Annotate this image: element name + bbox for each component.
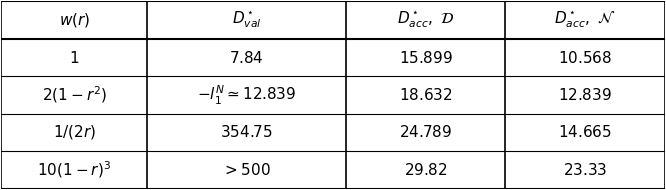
Text: $24.789$: $24.789$ — [400, 124, 452, 140]
Text: $14.665$: $14.665$ — [558, 124, 612, 140]
Text: $354.75$: $354.75$ — [220, 124, 273, 140]
Text: $-l_1^N \simeq 12.839$: $-l_1^N \simeq 12.839$ — [197, 83, 296, 107]
Text: $D^\star_{val}$: $D^\star_{val}$ — [232, 10, 262, 30]
Text: $D^\star_{acc},\ \mathcal{N}$: $D^\star_{acc},\ \mathcal{N}$ — [554, 10, 616, 30]
Text: $29.82$: $29.82$ — [404, 162, 448, 178]
Text: $10.568$: $10.568$ — [558, 50, 612, 66]
Text: $12.839$: $12.839$ — [558, 87, 612, 103]
Text: $1/(2r)$: $1/(2r)$ — [53, 124, 96, 141]
Text: $7.84$: $7.84$ — [230, 50, 264, 66]
Text: $23.33$: $23.33$ — [563, 162, 607, 178]
Text: $> 500$: $> 500$ — [222, 162, 271, 178]
Text: $2(1-r^2)$: $2(1-r^2)$ — [42, 85, 107, 105]
Text: $18.632$: $18.632$ — [399, 87, 453, 103]
Text: $1$: $1$ — [69, 50, 79, 66]
Text: $10(1-r)^3$: $10(1-r)^3$ — [37, 160, 111, 180]
Text: $w(r)$: $w(r)$ — [59, 11, 90, 29]
Text: $15.899$: $15.899$ — [399, 50, 453, 66]
Text: $D^\star_{acc},\ \mathcal{D}$: $D^\star_{acc},\ \mathcal{D}$ — [397, 10, 454, 30]
